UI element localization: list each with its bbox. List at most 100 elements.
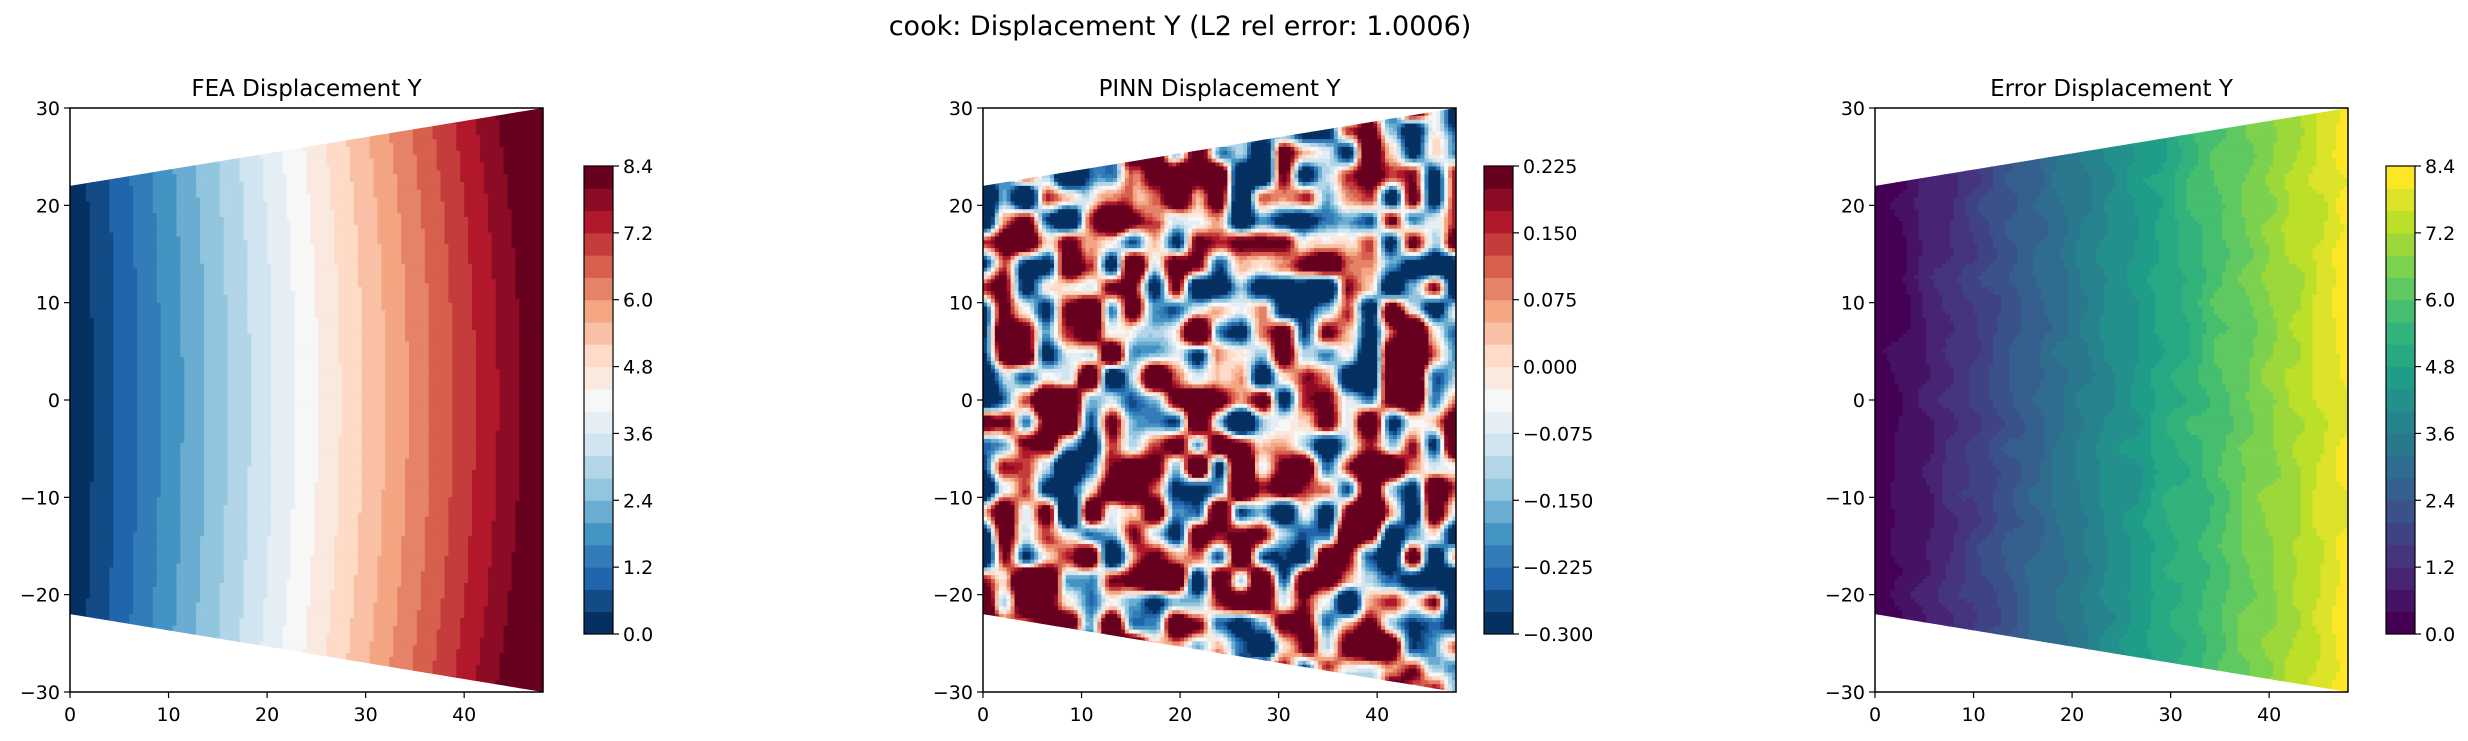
field-cell — [408, 170, 414, 175]
field-cell — [428, 111, 434, 117]
field-cell — [239, 248, 245, 253]
field-cell — [511, 213, 517, 218]
field-cell — [172, 181, 178, 187]
field-cell — [133, 197, 138, 203]
field-cell — [263, 189, 268, 195]
field-cell — [204, 174, 209, 179]
field-cell — [373, 197, 379, 203]
field-cell — [251, 205, 256, 210]
field-cell — [290, 127, 296, 132]
field-cell — [274, 115, 280, 121]
field-cell — [373, 139, 379, 144]
field-cell — [129, 178, 134, 183]
field-cell — [271, 166, 276, 171]
field-cell — [468, 174, 473, 179]
field-cell — [539, 170, 543, 175]
field-cell — [148, 135, 154, 140]
field-cell — [204, 150, 209, 156]
field-cell — [97, 178, 103, 183]
field-cell — [219, 170, 225, 175]
field-cell — [144, 224, 150, 230]
field-cell — [318, 143, 323, 148]
field-cell — [227, 185, 233, 191]
field-cell — [211, 263, 217, 269]
field-cell — [491, 252, 497, 257]
field-cell — [215, 170, 221, 175]
field-cell — [215, 224, 221, 230]
field-cell — [341, 123, 347, 129]
field-cell — [211, 185, 217, 191]
field-cell — [393, 205, 398, 210]
field-cell — [176, 139, 181, 144]
field-cell — [129, 127, 134, 132]
field-cell — [121, 115, 126, 121]
field-cell — [168, 248, 174, 253]
field-cell — [117, 252, 122, 257]
field-cell — [389, 139, 394, 144]
field-cell — [373, 170, 379, 175]
field-cell — [219, 259, 225, 265]
field-cell — [207, 263, 213, 269]
field-cell — [306, 248, 312, 253]
field-cell — [499, 185, 505, 191]
field-cell — [302, 224, 308, 230]
field-cell — [97, 174, 103, 179]
field-cell — [389, 150, 394, 156]
field-cell — [129, 174, 134, 179]
field-cell — [475, 240, 481, 245]
field-cell — [251, 220, 256, 226]
field-cell — [144, 236, 150, 241]
field-cell — [535, 259, 540, 265]
field-cell — [460, 255, 465, 261]
field-cell — [318, 228, 323, 234]
field-cell — [200, 228, 205, 234]
field-cell — [436, 150, 442, 156]
field-cell — [176, 267, 181, 273]
field-cell — [140, 193, 146, 199]
field-cell — [164, 248, 170, 253]
field-cell — [109, 255, 114, 261]
field-cell — [200, 119, 205, 125]
field-cell — [77, 205, 83, 210]
field-cell — [483, 143, 489, 148]
field-cell — [318, 135, 323, 140]
field-cell — [472, 111, 477, 117]
field-cell — [164, 123, 170, 129]
field-cell — [365, 185, 371, 191]
field-cell — [322, 244, 327, 249]
field-cell — [196, 189, 201, 195]
field-cell — [85, 115, 91, 121]
field-cell — [420, 240, 426, 245]
field-cell — [432, 232, 438, 238]
field-cell — [109, 217, 114, 222]
field-cell — [243, 131, 248, 136]
field-cell — [172, 248, 178, 253]
field-cell — [515, 220, 520, 226]
field-cell — [113, 240, 118, 245]
field-cell — [357, 197, 363, 203]
field-cell — [129, 224, 134, 230]
field-cell — [436, 255, 442, 261]
field-cell — [487, 232, 493, 238]
field-cell — [85, 174, 91, 179]
field-cell — [495, 158, 501, 164]
field-cell — [81, 189, 87, 195]
field-cell — [129, 255, 134, 261]
field-cell — [184, 111, 189, 117]
field-cell — [235, 181, 241, 187]
field-cell — [353, 224, 359, 230]
field-cell — [452, 178, 457, 183]
field-cell — [448, 115, 453, 121]
field-cell — [491, 248, 497, 253]
field-cell — [125, 189, 130, 195]
field-cell — [310, 252, 315, 257]
field-cell — [420, 143, 426, 148]
field-cell — [263, 240, 268, 245]
field-cell — [397, 131, 402, 136]
field-cell — [483, 263, 489, 269]
field-cell — [389, 209, 394, 214]
field-cell — [125, 150, 130, 156]
field-cell — [326, 205, 331, 210]
field-cell — [357, 143, 363, 148]
field-cell — [535, 146, 540, 152]
